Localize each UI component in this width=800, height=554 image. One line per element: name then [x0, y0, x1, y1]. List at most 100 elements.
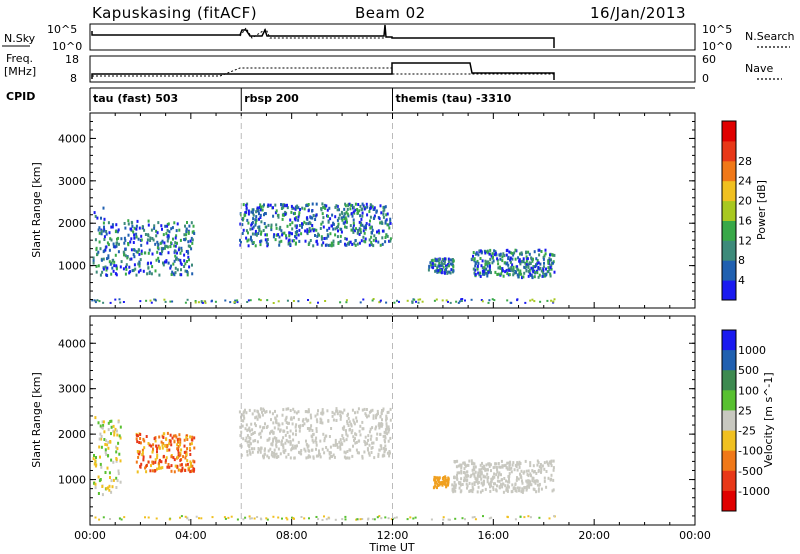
data-cell — [145, 435, 148, 438]
data-cell — [179, 516, 181, 519]
data-cell — [271, 443, 274, 447]
data-cell — [244, 408, 246, 412]
colorbar-swatch — [722, 350, 736, 371]
data-cell — [286, 203, 288, 207]
data-cell — [528, 485, 531, 489]
data-cell — [380, 412, 383, 416]
data-cell — [117, 250, 120, 254]
data-cell — [409, 516, 412, 519]
data-cell — [281, 233, 284, 237]
data-cell — [307, 408, 310, 412]
data-cell — [119, 436, 122, 440]
data-cell — [532, 257, 534, 261]
data-cell — [294, 444, 297, 448]
data-cell — [296, 444, 298, 448]
data-cell — [179, 258, 182, 262]
data-cell — [361, 518, 364, 520]
data-cell — [194, 301, 197, 304]
data-cell — [285, 415, 288, 419]
data-cell — [518, 259, 521, 263]
data-cell — [242, 217, 245, 220]
data-cell — [243, 416, 246, 420]
data-cell — [373, 216, 376, 220]
data-cell — [511, 463, 514, 467]
data-cell — [546, 299, 549, 302]
data-cell — [529, 272, 532, 276]
data-cell — [505, 253, 508, 257]
data-cell — [108, 260, 111, 264]
data-cell — [384, 516, 387, 519]
data-cell — [168, 465, 171, 469]
data-cell — [94, 301, 97, 304]
data-cell — [488, 482, 490, 486]
data-cell — [362, 229, 365, 233]
data-cell — [138, 450, 141, 454]
data-cell — [257, 410, 259, 414]
data-cell — [506, 516, 509, 519]
colorbar-tick-label: 500 — [738, 364, 759, 377]
data-cell — [552, 468, 555, 472]
data-cell — [507, 263, 510, 267]
data-cell — [124, 226, 127, 230]
data-cell — [170, 273, 173, 276]
data-cell — [133, 263, 136, 267]
data-cell — [102, 229, 105, 233]
data-cell — [301, 222, 303, 226]
data-cell — [350, 422, 353, 426]
data-cell — [127, 243, 130, 247]
data-cell — [381, 423, 384, 426]
data-cell — [154, 242, 157, 246]
y-tick-label: 2000 — [58, 217, 86, 230]
data-cell — [297, 206, 300, 210]
data-cell — [272, 214, 275, 218]
data-cell — [180, 249, 183, 253]
data-cell — [347, 214, 350, 218]
data-cell — [189, 435, 192, 439]
data-cell — [286, 518, 289, 521]
data-cell — [102, 301, 105, 304]
data-cell — [398, 300, 400, 303]
data-cell — [283, 213, 286, 217]
data-cell — [504, 261, 507, 265]
data-cell — [473, 483, 476, 486]
data-cell — [351, 242, 354, 246]
data-cell — [263, 452, 266, 456]
data-cell — [289, 456, 292, 460]
data-cell — [379, 444, 382, 448]
data-cell — [112, 242, 115, 246]
data-cell — [466, 484, 469, 488]
data-cell — [155, 229, 158, 233]
data-cell — [363, 239, 366, 243]
data-cell — [254, 223, 257, 227]
data-cell — [430, 518, 433, 521]
data-cell — [251, 428, 254, 432]
x-tick-label: 20:00 — [578, 529, 610, 542]
data-cell — [108, 471, 111, 475]
data-cell — [519, 269, 522, 273]
data-cell — [247, 238, 250, 242]
data-cell — [320, 222, 323, 226]
data-cell — [365, 222, 368, 226]
data-cell — [273, 426, 276, 430]
data-cell — [520, 272, 523, 276]
data-cell — [119, 301, 122, 304]
data-cell — [531, 275, 534, 279]
data-cell — [250, 239, 253, 243]
data-cell — [189, 448, 192, 452]
data-cell — [341, 434, 344, 438]
data-cell — [100, 216, 102, 220]
data-cell — [508, 465, 511, 469]
data-cell — [442, 516, 445, 519]
data-cell — [114, 298, 117, 301]
data-cell — [287, 242, 290, 246]
data-cell — [539, 266, 542, 270]
data-cell — [537, 469, 540, 473]
data-cell — [186, 250, 189, 253]
data-cell — [550, 477, 553, 481]
data-cell — [179, 443, 181, 447]
data-cell — [338, 208, 340, 212]
data-cell — [118, 298, 121, 301]
data-cell — [271, 454, 274, 458]
data-cell — [377, 452, 380, 456]
data-cell — [360, 239, 363, 243]
